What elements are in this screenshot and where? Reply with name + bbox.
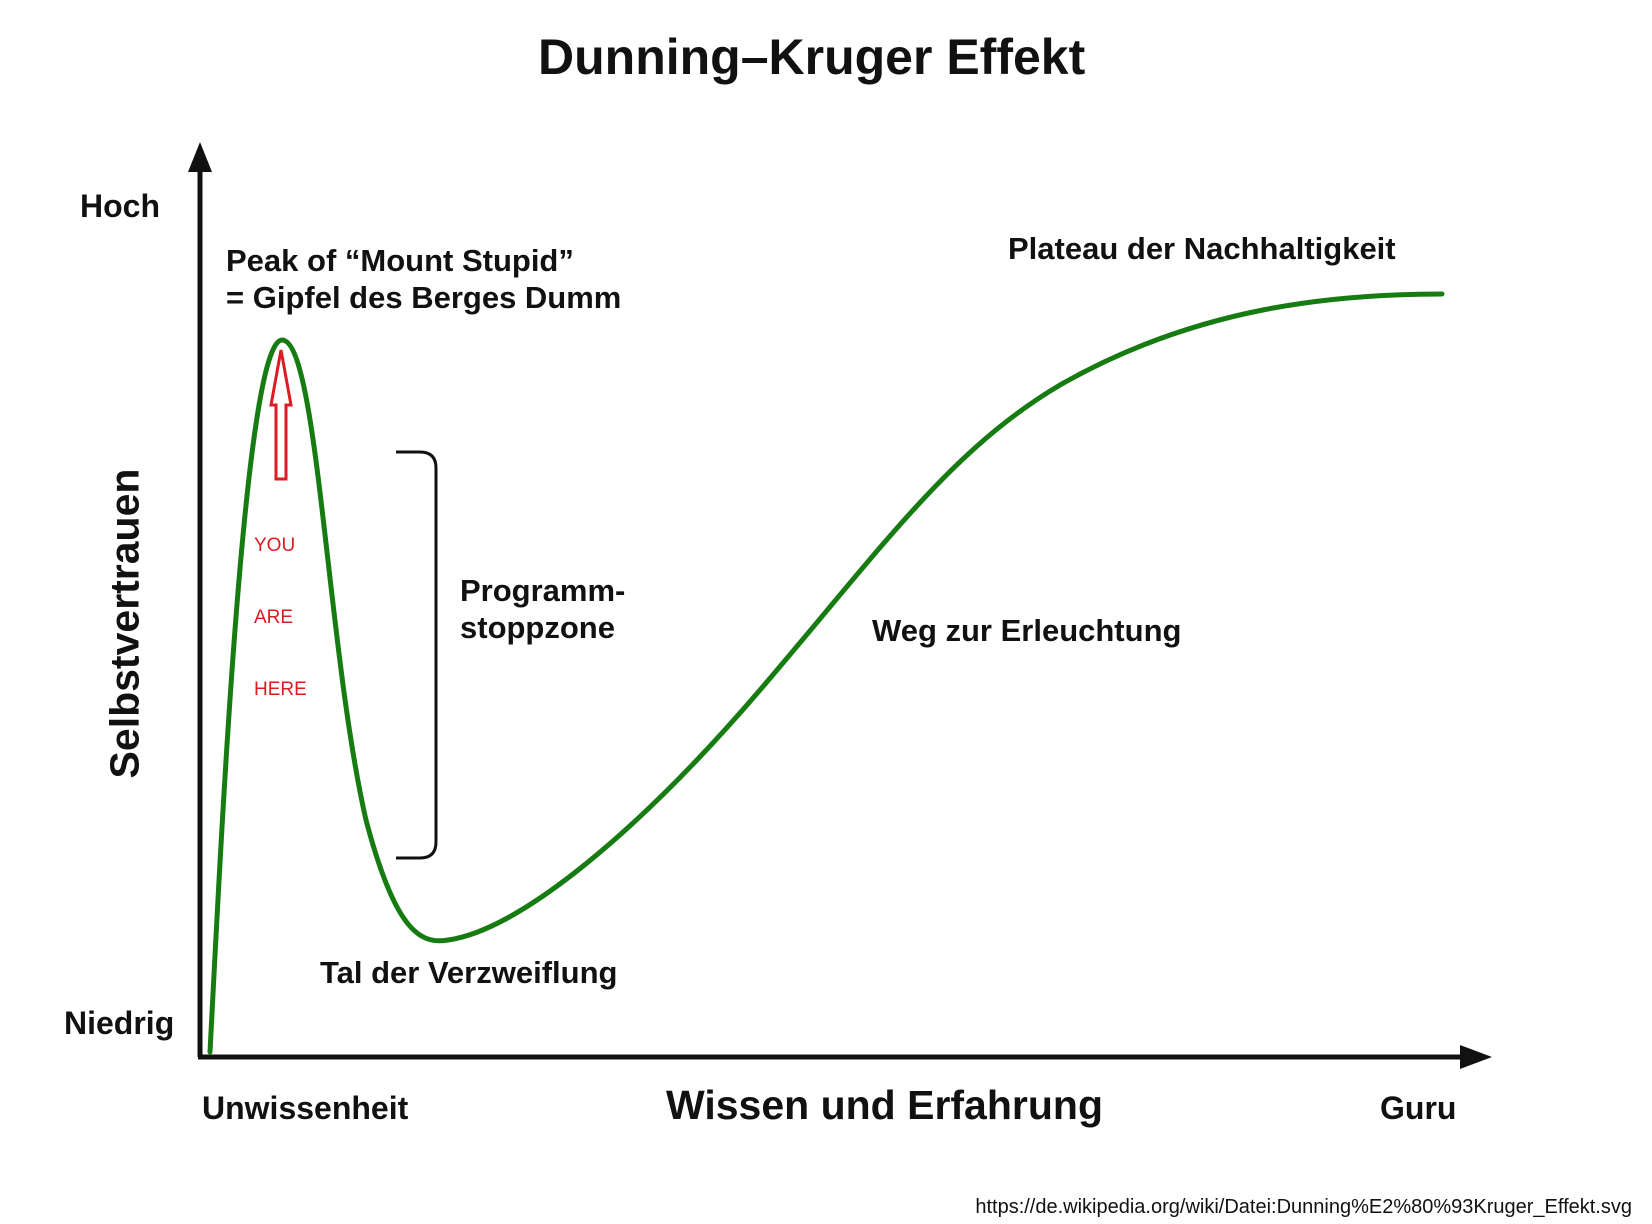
- diagram-title: Dunning–Kruger Effekt: [538, 29, 1086, 85]
- enlightenment-label: Weg zur Erleuchtung: [872, 613, 1182, 648]
- you-are-here-label: YOU ARE HERE: [254, 486, 307, 750]
- confidence-curve: [207, 291, 1445, 1055]
- valley-label: Tal der Verzweiflung: [320, 955, 618, 990]
- y-axis-high-label: Hoch: [80, 188, 160, 224]
- peak-label-line2: = Gipfel des Berges Dumm: [226, 280, 622, 315]
- plateau-label: Plateau der Nachhaltigkeit: [1008, 231, 1396, 266]
- x-axis-high-label: Guru: [1380, 1090, 1457, 1126]
- x-axis-title: Wissen und Erfahrung: [666, 1082, 1103, 1128]
- you-are-here-line1: YOU: [254, 535, 296, 556]
- peak-label: Peak of “Mount Stupid” = Gipfel des Berg…: [226, 242, 621, 316]
- y-axis-low-label: Niedrig: [64, 1005, 175, 1041]
- y-axis-title: Selbstvertrauen: [101, 468, 148, 779]
- you-are-here-line2: ARE: [254, 607, 294, 628]
- stop-zone-label-line2: stoppzone: [460, 610, 615, 645]
- stop-zone-bracket: [396, 450, 438, 860]
- x-axis-low-label: Unwissenheit: [202, 1090, 409, 1126]
- stop-zone-label-line1: Programm-: [460, 573, 626, 608]
- source-url: https://de.wikipedia.org/wiki/Datei:Dunn…: [975, 1196, 1632, 1218]
- you-are-here-line3: HERE: [254, 679, 307, 700]
- y-axis-arrowhead: [188, 142, 212, 172]
- peak-label-line1: Peak of “Mount Stupid”: [226, 243, 574, 278]
- x-axis-arrowhead: [1460, 1045, 1492, 1069]
- you-are-here-arrow-icon: [269, 349, 293, 481]
- stop-zone-label: Programm- stoppzone: [460, 572, 625, 646]
